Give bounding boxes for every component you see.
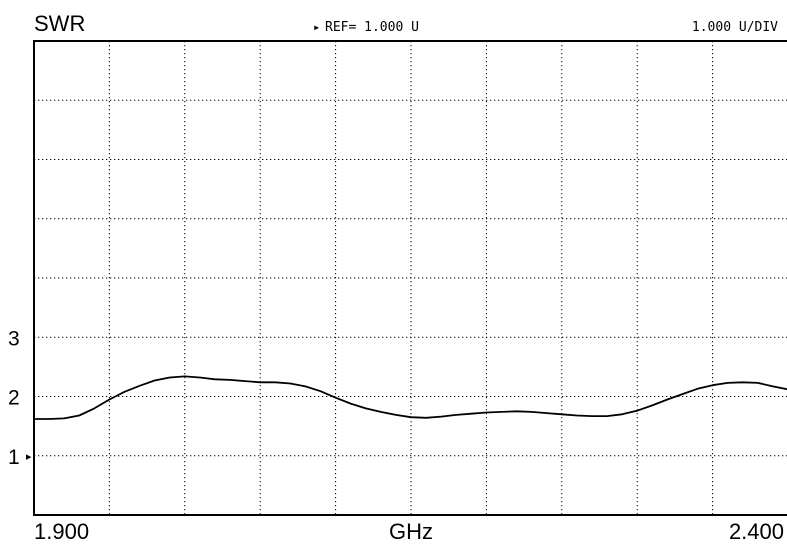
ref-pointer-icon: ▸ — [26, 451, 32, 463]
x-axis-unit-label: GHz — [389, 519, 433, 544]
x-tick-start: 1.900 — [34, 519, 89, 544]
x-tick-end: 2.400 — [729, 519, 784, 544]
y-tick-labels: 1 2 3 — [8, 327, 20, 469]
ref-marker-icon: ▸ — [313, 20, 320, 34]
scale-readout: 1.000 U/DIV — [692, 20, 778, 35]
quantity-label: SWR — [34, 11, 85, 36]
gridlines — [34, 41, 787, 515]
swr-trace-line — [34, 375, 787, 420]
y-tick-label: 3 — [8, 327, 20, 350]
y-tick-label: 2 — [8, 387, 20, 410]
y-tick-label: 1 — [8, 446, 20, 469]
series-trace-group — [34, 375, 787, 420]
ref-level-readout: REF= 1.000 U — [325, 20, 419, 35]
